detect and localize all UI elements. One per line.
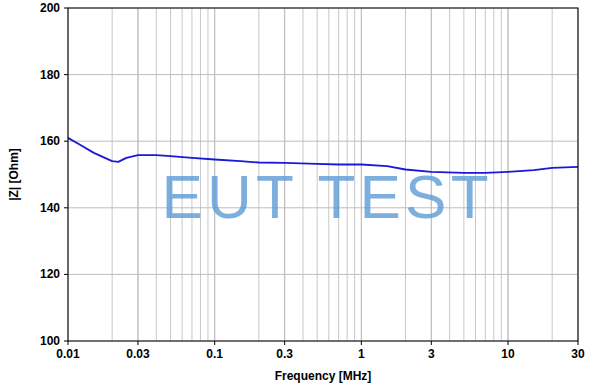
minor-grid-line bbox=[508, 8, 509, 341]
x-tick-label: 30 bbox=[571, 347, 585, 361]
minor-grid-line bbox=[137, 8, 138, 341]
x-tick bbox=[361, 341, 362, 345]
x-grid-line bbox=[137, 8, 138, 341]
x-tick bbox=[137, 341, 138, 345]
x-tick bbox=[508, 341, 509, 345]
minor-grid-line bbox=[156, 8, 157, 341]
y-tick-label: 200 bbox=[40, 1, 60, 15]
x-tick-label: 0.01 bbox=[56, 347, 80, 361]
grid bbox=[68, 8, 578, 341]
y-tick-label: 100 bbox=[40, 334, 60, 348]
y-tick-label: 140 bbox=[40, 201, 60, 215]
x-tick-label: 0.03 bbox=[126, 347, 150, 361]
y-axis-label: |Z| [Ohm] bbox=[7, 148, 21, 201]
y-tick bbox=[64, 141, 68, 142]
x-tick bbox=[578, 341, 579, 345]
x-tick-label: 0.3 bbox=[276, 347, 293, 361]
y-tick bbox=[64, 8, 68, 9]
y-tick-label: 180 bbox=[40, 68, 60, 82]
y-grid-line bbox=[68, 274, 578, 275]
y-grid-line bbox=[68, 74, 578, 75]
chart: 0.01 0.03 0.1 0.3 1 3 10 30 100 120 140 160 180 200 EU… bbox=[0, 0, 603, 391]
y-tick bbox=[64, 207, 68, 208]
x-tick-label: 3 bbox=[428, 347, 435, 361]
x-tick-label: 1 bbox=[358, 347, 365, 361]
minor-grid-line bbox=[112, 8, 113, 341]
x-tick bbox=[214, 341, 215, 345]
plot-frame bbox=[68, 8, 578, 341]
y-tick-label: 160 bbox=[40, 134, 60, 148]
y-tick-label: 120 bbox=[40, 267, 60, 281]
y-tick bbox=[64, 341, 68, 342]
minor-grid-line bbox=[552, 8, 553, 341]
minor-grid-line bbox=[493, 8, 494, 341]
x-tick-label: 10 bbox=[501, 347, 515, 361]
minor-grid-line bbox=[501, 8, 502, 341]
y-grid-line bbox=[68, 141, 578, 142]
x-tick bbox=[431, 341, 432, 345]
watermark: EUT TEST bbox=[162, 162, 489, 231]
x-grid-line bbox=[508, 8, 509, 341]
x-tick bbox=[68, 341, 69, 345]
x-tick bbox=[284, 341, 285, 345]
y-tick bbox=[64, 74, 68, 75]
y-tick bbox=[64, 274, 68, 275]
x-tick-label: 0.1 bbox=[206, 347, 223, 361]
x-axis-label: Frequency [MHz] bbox=[275, 369, 372, 383]
